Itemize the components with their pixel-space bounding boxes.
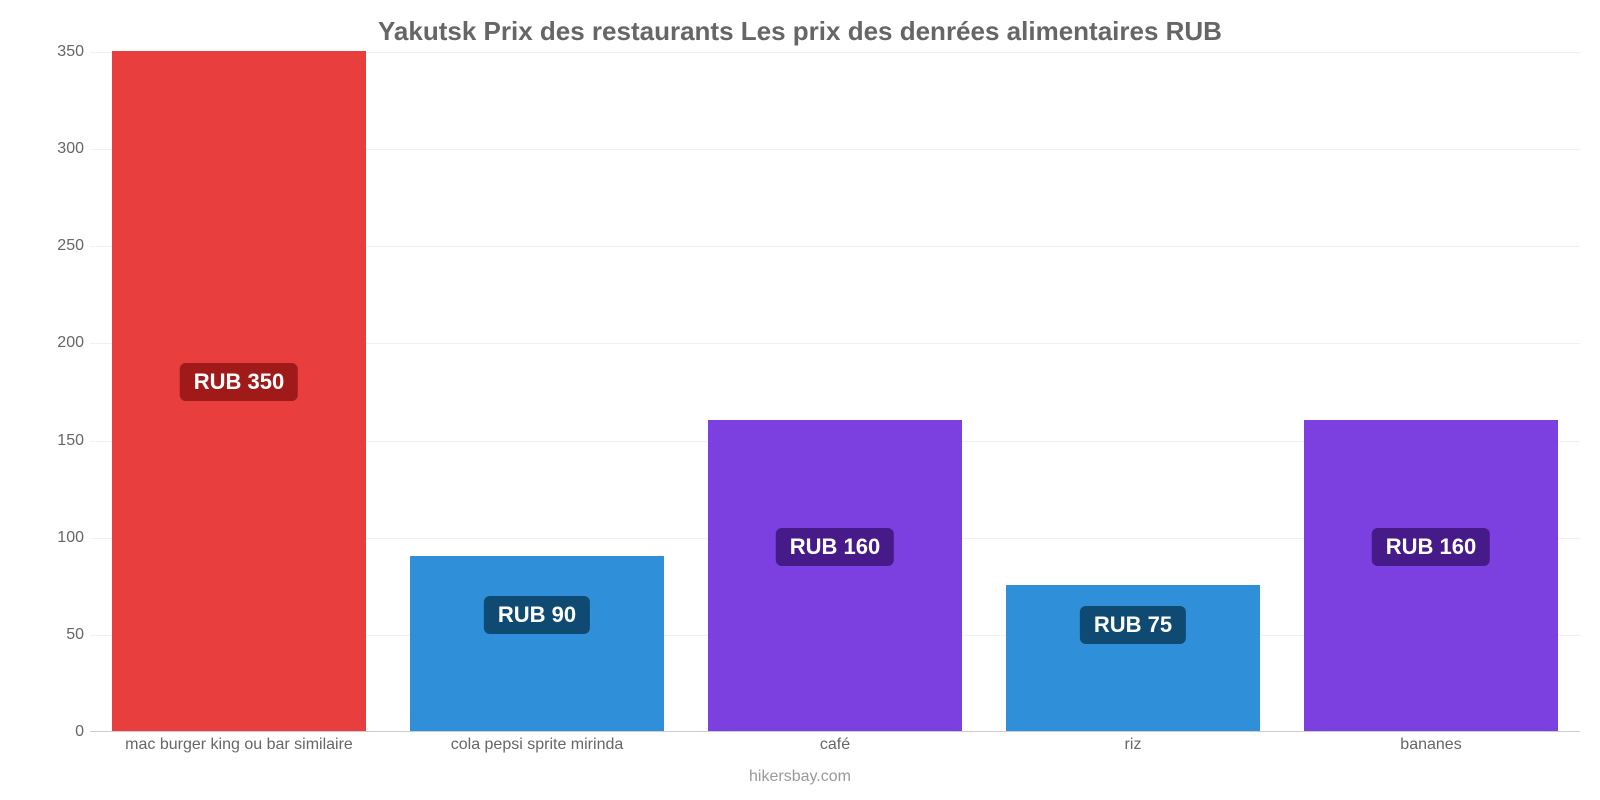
bar-value-label: RUB 160 bbox=[1372, 528, 1490, 566]
bar-value-label: RUB 350 bbox=[180, 363, 298, 401]
y-tick-label: 0 bbox=[75, 723, 84, 741]
chart-title: Yakutsk Prix des restaurants Les prix de… bbox=[0, 0, 1600, 47]
x-tick-label: mac burger king ou bar similaire bbox=[125, 736, 353, 754]
x-tick-label: cola pepsi sprite mirinda bbox=[451, 736, 624, 754]
bar bbox=[410, 556, 663, 731]
bar bbox=[1304, 420, 1557, 731]
y-tick-label: 350 bbox=[57, 43, 84, 61]
bar-value-label: RUB 90 bbox=[484, 596, 590, 634]
y-tick-label: 50 bbox=[66, 626, 84, 644]
y-tick-label: 250 bbox=[57, 237, 84, 255]
x-tick-label: riz bbox=[1125, 736, 1142, 754]
bar bbox=[708, 420, 961, 731]
plot-area bbox=[90, 52, 1580, 732]
y-tick-label: 200 bbox=[57, 334, 84, 352]
x-tick-label: café bbox=[820, 736, 850, 754]
bar-value-label: RUB 160 bbox=[776, 528, 894, 566]
bar-value-label: RUB 75 bbox=[1080, 606, 1186, 644]
y-tick-label: 150 bbox=[57, 432, 84, 450]
y-tick-label: 100 bbox=[57, 529, 84, 547]
y-tick-label: 300 bbox=[57, 140, 84, 158]
credit-text: hikersbay.com bbox=[749, 768, 851, 786]
x-tick-label: bananes bbox=[1400, 736, 1461, 754]
